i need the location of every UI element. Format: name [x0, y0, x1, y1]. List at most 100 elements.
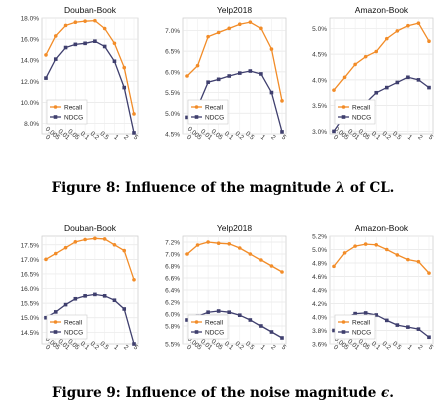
series-line-ndcg: [186, 70, 283, 133]
data-point-recall: [427, 39, 431, 43]
x-tick-label: 5: [280, 134, 288, 142]
y-tick-label: 14.5%: [21, 330, 40, 337]
data-point-recall: [342, 251, 347, 255]
data-point-recall: [227, 26, 232, 31]
x-tick-label: 0: [44, 344, 52, 352]
y-tick-label: 3.0%: [312, 129, 327, 136]
legend-marker: [194, 330, 199, 334]
data-point-ndcg: [122, 85, 127, 90]
data-point-recall: [237, 22, 242, 27]
data-point-recall: [195, 63, 200, 68]
data-point-recall: [206, 34, 210, 39]
data-point-recall: [353, 244, 357, 248]
caption-suffix: of CL.: [345, 180, 395, 196]
y-tick-label: 6.0%: [165, 312, 180, 319]
figure-8-charts: 8.0%10.0%12.0%14.0%16.0%18.0%00.0050.010…: [21, 5, 435, 142]
chart-title: Douban-Book: [64, 5, 117, 15]
x-tick-label: 1: [112, 134, 120, 142]
legend-marker: [53, 330, 58, 334]
legend-box: [46, 99, 88, 125]
caption-suffix: .: [389, 385, 394, 401]
data-point-ndcg: [185, 115, 189, 120]
caption-symbol: ϵ: [381, 385, 390, 401]
data-point-recall: [269, 264, 274, 268]
legend-marker: [341, 105, 346, 109]
data-point-recall: [342, 75, 347, 80]
x-tick-label: 1: [112, 344, 120, 352]
x-tick-label: 2: [122, 134, 130, 142]
series-line-recall: [45, 19, 135, 115]
legend-box: [334, 314, 376, 340]
data-point-recall: [280, 270, 284, 274]
y-tick-label: 10.0%: [21, 100, 40, 107]
data-point-ndcg: [216, 77, 221, 82]
data-point-recall: [102, 237, 107, 241]
y-tick-label: 5.5%: [165, 342, 180, 349]
legend-label: Recall: [205, 319, 224, 326]
data-point-ndcg: [332, 129, 336, 134]
x-tick-label: 2: [416, 134, 424, 142]
x-tick-label: 0: [185, 344, 193, 352]
x-tick-label: 5: [280, 344, 288, 352]
x-tick-label: 2: [269, 344, 277, 352]
y-tick-label: 6.6%: [165, 276, 180, 283]
data-point-recall: [206, 240, 210, 244]
data-point-recall: [44, 53, 48, 57]
data-point-ndcg: [227, 74, 232, 78]
legend-label: NDCG: [64, 114, 83, 121]
y-tick-label: 4.5%: [312, 52, 327, 59]
data-point-recall: [384, 36, 389, 41]
y-tick-label: 4.8%: [312, 261, 327, 268]
data-point-ndcg: [185, 318, 189, 322]
data-point-ndcg: [93, 39, 97, 43]
x-tick-label: 0: [185, 134, 193, 142]
series-line-ndcg: [45, 293, 135, 345]
y-tick-label: 4.5%: [165, 132, 180, 139]
y-tick-label: 16.5%: [21, 271, 40, 278]
y-tick-label: 15.0%: [21, 315, 40, 322]
data-point-ndcg: [259, 324, 263, 328]
chart-title: Amazon-Book: [355, 5, 409, 15]
data-point-recall: [53, 251, 58, 256]
data-point-recall: [132, 112, 136, 116]
x-tick-label: 0.2: [234, 340, 246, 351]
data-point-recall: [248, 20, 253, 24]
data-point-recall: [93, 236, 97, 241]
data-point-recall: [93, 18, 97, 23]
y-tick-label: 17.0%: [21, 257, 40, 264]
legend-label: NDCG: [205, 114, 224, 121]
series-line-recall: [333, 22, 430, 91]
x-tick-label: 5: [427, 134, 435, 142]
figure-9-caption: Figure 9: Influence of the noise magnitu…: [0, 385, 446, 401]
data-point-recall: [259, 26, 263, 31]
y-tick-label: 14.0%: [21, 58, 40, 65]
data-point-ndcg: [416, 78, 421, 82]
x-tick-label: 0.1: [370, 340, 382, 351]
y-tick-label: 16.0%: [21, 37, 40, 44]
x-tick-label: 1: [406, 134, 414, 142]
y-tick-label: 5.5%: [165, 90, 180, 97]
data-point-recall: [269, 47, 274, 51]
y-tick-label: 4.2%: [312, 301, 327, 308]
y-tick-label: 5.0%: [165, 111, 180, 118]
data-point-recall: [63, 23, 68, 28]
data-point-recall: [216, 30, 221, 35]
x-tick-label: 0.2: [234, 130, 246, 141]
x-tick-label: 2: [416, 344, 424, 352]
y-tick-label: 16.0%: [21, 286, 40, 293]
data-point-recall: [374, 242, 379, 247]
y-tick-label: 7.0%: [165, 252, 180, 259]
data-point-ndcg: [353, 311, 357, 316]
data-point-recall: [102, 26, 107, 31]
series-line-recall: [186, 241, 283, 273]
y-tick-label: 4.6%: [312, 274, 327, 281]
legend-label: NDCG: [352, 114, 371, 121]
x-tick-label: 1: [259, 344, 267, 352]
y-tick-label: 17.5%: [21, 242, 40, 249]
legend-label: Recall: [352, 319, 371, 326]
data-point-ndcg: [269, 90, 274, 95]
x-tick-label: 1: [406, 344, 414, 352]
data-point-ndcg: [112, 59, 117, 64]
data-point-recall: [132, 277, 136, 282]
